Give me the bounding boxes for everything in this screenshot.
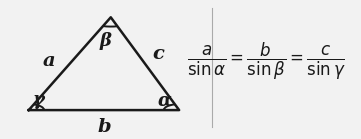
Text: $\dfrac{a}{\sin\alpha} = \dfrac{b}{\sin\beta} = \dfrac{c}{\sin\gamma}$: $\dfrac{a}{\sin\alpha} = \dfrac{b}{\sin\… <box>187 40 345 82</box>
Text: β: β <box>100 32 112 50</box>
Text: b: b <box>97 118 111 136</box>
Text: γ: γ <box>32 91 44 109</box>
Text: c: c <box>153 45 165 63</box>
Text: α: α <box>158 91 172 109</box>
Text: a: a <box>43 52 56 70</box>
